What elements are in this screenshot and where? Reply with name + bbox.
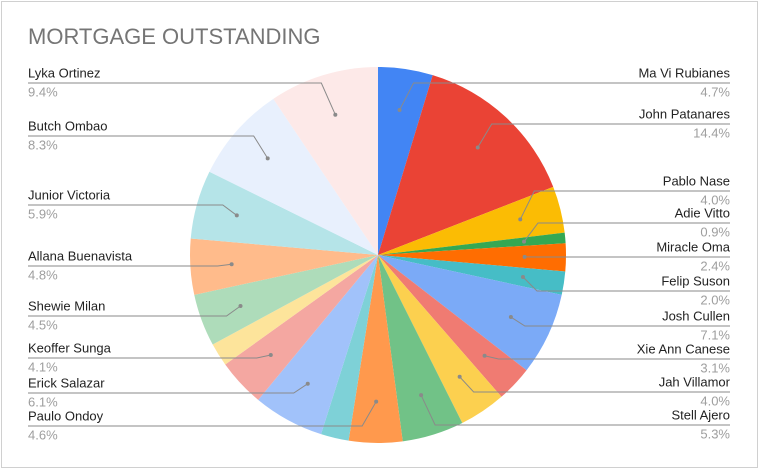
pie-slice [378, 67, 433, 255]
slice-value-label: 5.3% [700, 426, 730, 441]
pie-slice [190, 238, 378, 295]
slice-value-label: 4.5% [28, 317, 58, 332]
leader-dot [419, 393, 424, 398]
pie-slice [348, 255, 403, 444]
leader-dot [229, 262, 234, 267]
pie-slice [378, 232, 566, 255]
leader-dot [234, 213, 239, 218]
slice-label: Jah Villamor [659, 374, 731, 389]
leader-dot [268, 353, 273, 358]
leader-line [28, 263, 232, 267]
leader-dot [482, 353, 487, 358]
slice-value-label: 4.0% [700, 393, 730, 408]
leader-dot [518, 217, 523, 222]
leader-line [28, 204, 238, 216]
slice-label: Shewie Milan [28, 298, 105, 313]
pie-slice [378, 255, 463, 442]
slice-label: Pablo Nase [663, 173, 730, 188]
leader-dot [374, 399, 379, 404]
pie-slice [378, 255, 527, 397]
leader-line [459, 376, 730, 393]
leader-line [28, 135, 269, 159]
slice-value-label: 2.4% [700, 258, 730, 273]
slice-label: Paulo Ondoy [28, 408, 104, 423]
pie-slice [273, 67, 378, 255]
leader-dot [522, 239, 527, 244]
slice-label: John Patanares [639, 106, 731, 121]
leader-line [477, 123, 730, 148]
leader-dot [333, 112, 338, 117]
slice-label: Adie Vitto [675, 205, 730, 220]
leader-dot [475, 145, 480, 150]
leader-line [28, 354, 271, 359]
leader-line [399, 82, 730, 111]
pie-slice [378, 255, 566, 295]
slice-label: Felip Suson [661, 273, 730, 288]
leader-dot [305, 381, 310, 386]
slice-label: Josh Cullen [662, 308, 730, 323]
slice-value-label: 8.3% [28, 137, 58, 152]
leader-dot [238, 303, 243, 308]
slice-label: Keoffer Sunga [28, 340, 112, 355]
leader-dot [522, 254, 527, 259]
slice-value-label: 4.0% [700, 192, 730, 207]
pie-slice [209, 98, 378, 256]
leader-dot [265, 156, 270, 161]
slice-label: Stell Ajero [671, 407, 730, 422]
leader-dot [397, 107, 402, 112]
leader-dot [520, 275, 525, 280]
leader-line [523, 222, 730, 242]
slice-value-label: 2.0% [700, 292, 730, 307]
slice-label: Butch Ombao [28, 118, 108, 133]
slice-value-label: 6.1% [28, 394, 58, 409]
leader-line [28, 82, 336, 115]
slice-value-label: 4.8% [28, 267, 58, 282]
slice-label: Junior Victoria [28, 187, 111, 202]
slice-label: Lyka Ortinez [28, 65, 101, 80]
pie-slice [378, 255, 562, 371]
slice-value-label: 9.4% [28, 84, 58, 99]
chart-title: MORTGAGE OUTSTANDING [28, 24, 321, 49]
pie-slice [258, 255, 378, 435]
slice-value-label: 4.1% [28, 359, 58, 374]
leader-line [519, 190, 730, 220]
slice-value-label: 4.6% [28, 427, 58, 442]
pie-slice [378, 243, 566, 272]
slice-value-label: 0.9% [700, 224, 730, 239]
leader-line [28, 401, 377, 427]
leader-line [510, 316, 730, 327]
leader-line [28, 305, 241, 317]
slice-value-label: 3.1% [700, 360, 730, 375]
pie-slice [190, 171, 378, 255]
slice-label: Xie Ann Canese [637, 341, 730, 356]
pie-slice [194, 255, 378, 345]
slice-value-label: 5.9% [28, 206, 58, 221]
pie-slice [212, 255, 378, 365]
leader-line [28, 383, 309, 394]
slice-value-label: 14.4% [693, 125, 730, 140]
slice-label: Allana Buenavista [28, 248, 133, 263]
slice-label: Ma Vi Rubianes [638, 65, 730, 80]
slice-label: Miracle Oma [656, 239, 730, 254]
pie-slice [378, 75, 554, 255]
slice-value-label: 4.7% [700, 84, 730, 99]
slice-value-label: 7.1% [700, 327, 730, 342]
pie-slice [225, 255, 378, 400]
pie-slice [378, 186, 565, 255]
pie-slice [321, 255, 378, 441]
leader-line [522, 276, 730, 292]
leader-dot [457, 374, 462, 379]
leader-line [484, 355, 730, 360]
pie-slice [378, 255, 502, 424]
leader-line [420, 394, 730, 426]
leader-dot [508, 315, 513, 320]
slice-label: Erick Salazar [28, 375, 105, 390]
